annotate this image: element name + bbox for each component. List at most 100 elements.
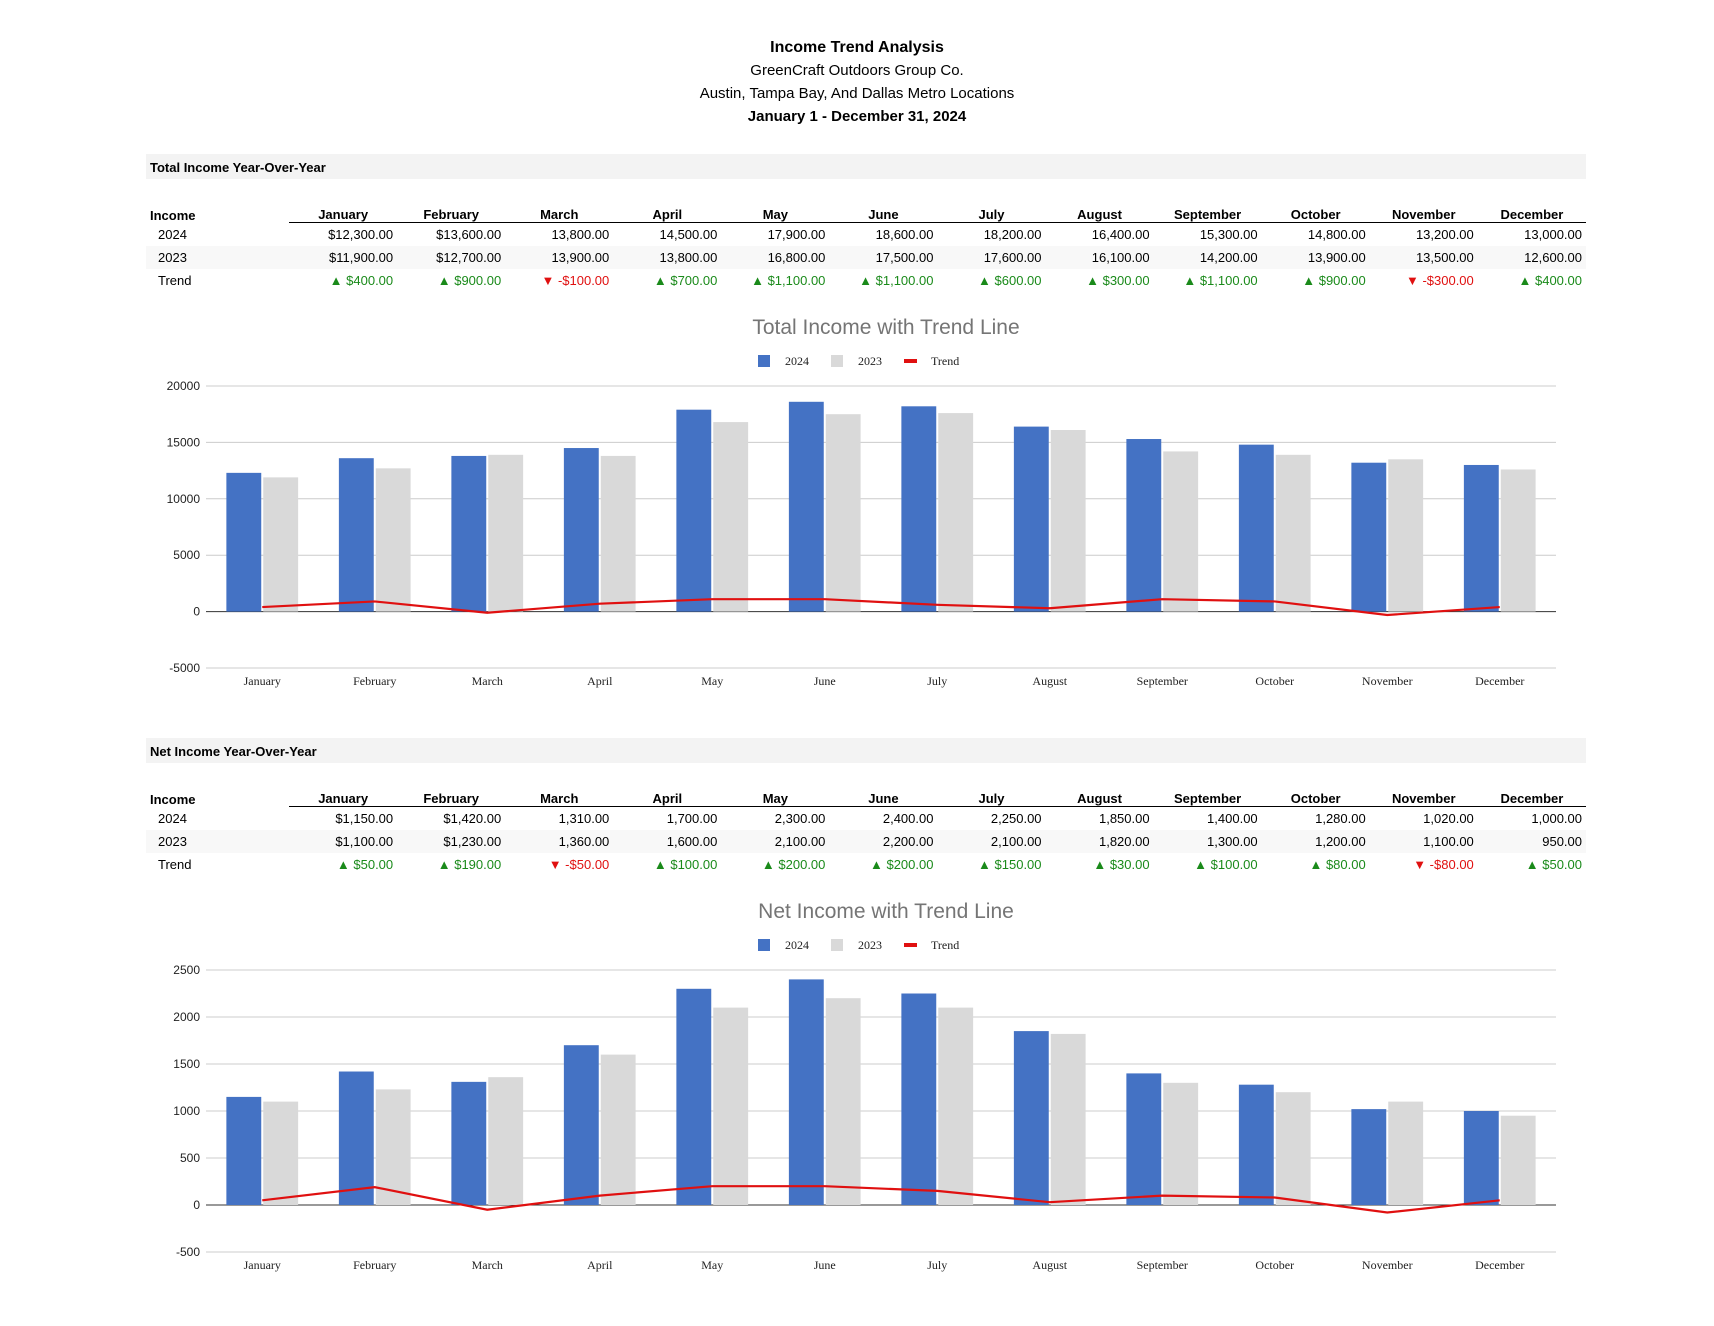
bar-2023 — [938, 1007, 974, 1205]
x-tick-label: June — [814, 674, 836, 688]
month-header: October — [1261, 200, 1370, 223]
bar-2024 — [676, 409, 712, 612]
trend-cell: ▲ $1,100.00 — [751, 273, 826, 288]
table-cell: 13,200.00 — [1415, 227, 1474, 242]
bar-2023 — [488, 454, 524, 612]
row-label: 2024 — [158, 226, 187, 242]
total-income-chart-svg: Total Income with Trend Line 2024 2023 Tren… — [167, 316, 1556, 688]
x-tick-label: March — [472, 674, 503, 688]
trend-cell: ▲ $30.00 — [1093, 857, 1150, 872]
chart-title: Net Income with Trend Line — [758, 900, 1014, 923]
table-cell: 1,020.00 — [1423, 811, 1474, 826]
table-cell: 2,200.00 — [829, 830, 938, 853]
net-income-chart: Net Income with Trend Line 2024 2023 Trend 2… — [146, 890, 1586, 1280]
bar-2023 — [375, 468, 411, 612]
month-header: June — [829, 784, 938, 807]
month-header: December — [1477, 200, 1586, 223]
row-label: 2023 — [146, 830, 290, 853]
bar-2023 — [1500, 469, 1536, 612]
month-header: February — [397, 200, 506, 223]
bar-2023 — [713, 422, 749, 612]
trend-cell: ▲ $600.00 — [978, 273, 1042, 288]
bar-2023 — [825, 414, 861, 612]
table-cell: 1,700.00 — [666, 811, 718, 826]
x-tick-label: April — [587, 674, 613, 688]
trend-cell: ▲ $190.00 — [437, 857, 502, 872]
x-tick-label: March — [472, 1258, 503, 1272]
table-cell: 12,600.00 — [1477, 246, 1586, 269]
trend-cell: ▲ $50.00 — [1525, 857, 1582, 872]
table-row: 2024 $1,150.00 $1,420.00 1,310.00 1,700.00 2,… — [146, 807, 1586, 831]
bar-2023 — [263, 1101, 299, 1205]
month-header: August — [1045, 784, 1154, 807]
y-tick-label: 10000 — [167, 492, 201, 506]
table-cell: 1,200.00 — [1261, 830, 1370, 853]
month-header: July — [937, 784, 1046, 807]
trend-row: Trend ▲ $400.00 ▲ $900.00 ▼ -$100.00 ▲ $700.… — [146, 269, 1586, 292]
legend-swatch — [758, 355, 770, 367]
bar-2023 — [938, 413, 974, 612]
month-header: April — [613, 200, 722, 223]
bar-2023 — [600, 1054, 636, 1205]
table-header-row: Income January February March April May June Ju… — [146, 784, 1586, 807]
legend-label: 2024 — [785, 938, 809, 952]
bar-2024 — [1126, 1073, 1162, 1205]
table-cell: 16,100.00 — [1045, 246, 1154, 269]
trend-cell: ▼ -$300.00 — [1405, 273, 1474, 288]
table-cell: $1,150.00 — [335, 811, 394, 826]
chart-title: Total Income with Trend Line — [752, 316, 1019, 339]
table-row: 2023 $11,900.00 $12,700.00 13,900.00 13,800.… — [146, 246, 1586, 269]
bar-2024 — [1013, 1031, 1049, 1205]
table-row: 2024 $12,300.00 $13,600.00 13,800.00 14,500.… — [146, 223, 1586, 247]
bar-2024 — [1126, 439, 1162, 612]
month-header: March — [505, 200, 614, 223]
report-period: January 1 - December 31, 2024 — [747, 108, 967, 125]
x-tick-label: October — [1255, 674, 1294, 688]
bar-2023 — [1388, 459, 1424, 612]
bar-2023 — [263, 477, 299, 612]
x-tick-label: July — [927, 1258, 947, 1272]
table-cell: 2,100.00 — [937, 830, 1046, 853]
bar-2024 — [451, 455, 487, 612]
bar-2024 — [563, 448, 599, 612]
table-cell: 13,800.00 — [613, 246, 722, 269]
total-income-chart: Total Income with Trend Line 2024 2023 Tren… — [146, 306, 1586, 696]
bar-2024 — [1463, 464, 1499, 612]
chart-legend: 2024 2023 Trend — [758, 938, 959, 952]
bar-2024 — [901, 993, 937, 1205]
trend-cell: ▲ $400.00 — [1518, 273, 1582, 288]
table-cell: 1,360.00 — [505, 830, 614, 853]
month-header: August — [1045, 200, 1154, 223]
x-tick-label: August — [1032, 674, 1067, 688]
table-cell: 15,300.00 — [1199, 227, 1258, 242]
bar-2024 — [563, 1045, 599, 1205]
month-header: April — [613, 784, 722, 807]
table-cell: 17,900.00 — [767, 227, 826, 242]
x-tick-label: April — [587, 1258, 613, 1272]
table-cell: $11,900.00 — [289, 246, 398, 269]
income-header: Income — [150, 207, 196, 223]
legend-swatch — [904, 943, 917, 947]
report-title: Income Trend Analysis — [770, 39, 944, 56]
bar-2024 — [901, 406, 937, 612]
table-cell: 2,300.00 — [774, 811, 826, 826]
table-cell: $1,420.00 — [443, 811, 502, 826]
chart-legend: 2024 2023 Trend — [758, 354, 959, 368]
bar-2023 — [1050, 429, 1086, 612]
table-cell: 18,200.00 — [983, 227, 1042, 242]
legend-label: 2024 — [785, 354, 809, 368]
table-cell: $1,230.00 — [397, 830, 506, 853]
table-cell: $12,300.00 — [328, 227, 394, 242]
bar-2024 — [1238, 1084, 1274, 1205]
table-cell: 13,000.00 — [1524, 227, 1582, 242]
row-label: 2024 — [158, 810, 187, 826]
x-tick-label: May — [701, 1258, 723, 1272]
trend-cell: ▲ $1,100.00 — [859, 273, 934, 288]
month-header: May — [721, 784, 830, 807]
legend-swatch — [758, 939, 770, 951]
trend-cell: ▲ $900.00 — [1302, 273, 1366, 288]
section-heading-net-income: Net Income Year-Over-Year — [146, 738, 1586, 763]
bar-2024 — [451, 1081, 487, 1205]
trend-cell: ▲ $700.00 — [653, 273, 718, 288]
trend-cell: ▲ $100.00 — [653, 857, 718, 872]
